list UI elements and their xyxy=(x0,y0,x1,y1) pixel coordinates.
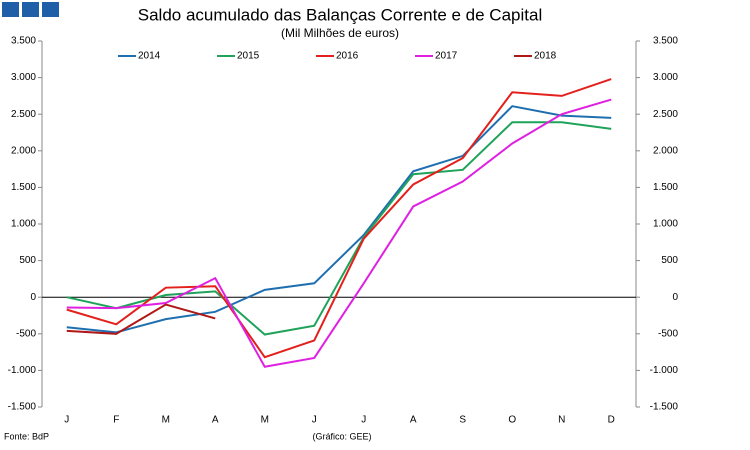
x-tick-label: J xyxy=(312,415,317,426)
y-tick-label: 500 xyxy=(19,255,36,266)
chart-subtitle: (Mil Milhões de euros) xyxy=(281,26,399,40)
y-tick-label: -1.000 xyxy=(8,365,37,376)
y2-tick-label: 3.000 xyxy=(653,72,678,83)
y2-tick-label: -1.500 xyxy=(650,402,679,413)
series-line xyxy=(66,98,612,368)
x-tick-label: S xyxy=(459,415,466,426)
y2-tick-label: 0 xyxy=(672,292,678,303)
legend-label: 2015 xyxy=(237,51,260,62)
y-tick-label: 3.000 xyxy=(11,72,36,83)
x-tick-label: F xyxy=(113,415,119,426)
y2-tick-label: 2.000 xyxy=(653,145,678,156)
logo-block xyxy=(42,2,59,17)
x-tick-label: N xyxy=(558,415,565,426)
y2-tick-label: 2.500 xyxy=(653,109,678,120)
credit: (Gráfico: GEE) xyxy=(312,431,371,441)
y-tick-label: 2.500 xyxy=(11,109,36,120)
x-tick-label: M xyxy=(162,415,170,426)
y-tick-label: -500 xyxy=(16,328,36,339)
y-tick-label: 2.000 xyxy=(11,145,36,156)
y-tick-label: 1.500 xyxy=(11,182,36,193)
x-tick-label: J xyxy=(361,415,366,426)
y-tick-label: 0 xyxy=(30,292,36,303)
source: Fonte: BdP xyxy=(4,431,49,441)
series-line xyxy=(66,78,612,359)
logo-block xyxy=(22,2,39,17)
series-line xyxy=(66,121,612,336)
x-tick-label: D xyxy=(608,415,615,426)
legend-label: 2014 xyxy=(138,51,161,62)
y2-tick-label: 1.500 xyxy=(653,182,678,193)
y2-tick-label: 1.000 xyxy=(653,219,678,230)
logo-block xyxy=(2,2,19,17)
y2-tick-label: -1.000 xyxy=(650,365,679,376)
x-tick-label: J xyxy=(64,415,69,426)
legend-label: 2016 xyxy=(336,51,359,62)
series-line xyxy=(66,105,612,334)
legend-label: 2018 xyxy=(534,51,557,62)
y-tick-label: -1.500 xyxy=(8,402,37,413)
y2-tick-label: -500 xyxy=(658,328,678,339)
legend-label: 2017 xyxy=(435,51,458,62)
y-tick-label: 1.000 xyxy=(11,219,36,230)
x-tick-label: A xyxy=(410,415,417,426)
x-tick-label: A xyxy=(212,415,219,426)
y2-tick-label: 3.500 xyxy=(653,36,678,47)
y-tick-label: 3.500 xyxy=(11,36,36,47)
y2-tick-label: 500 xyxy=(661,255,678,266)
chart-title: Saldo acumulado das Balanças Corrente e … xyxy=(138,5,542,24)
x-tick-label: M xyxy=(261,415,269,426)
series-line xyxy=(66,303,216,335)
x-tick-label: O xyxy=(508,415,516,426)
